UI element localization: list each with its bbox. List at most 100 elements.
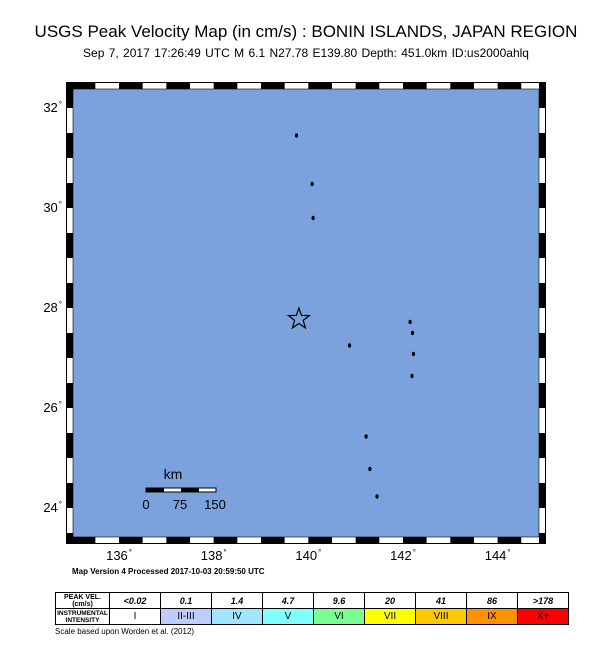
- longitude-label-text: 142: [390, 548, 412, 563]
- border-tick-segment: [426, 83, 451, 89]
- intensity-header-line1: INSTRUMENTAL: [57, 609, 108, 617]
- border-tick-segment: [67, 133, 73, 158]
- border-tick-segment: [67, 208, 73, 233]
- border-tick-segment: [539, 258, 545, 283]
- border-tick-segment: [67, 258, 73, 283]
- island: [364, 434, 368, 439]
- peak-velocity-value: <0.02: [109, 592, 161, 609]
- border-tick-segment: [119, 83, 143, 89]
- border-tick-segment: [261, 83, 285, 89]
- longitude-label-text: 140: [295, 548, 318, 563]
- scale-bar-label-150: 150: [204, 497, 226, 512]
- border-tick-segment: [166, 83, 191, 89]
- border-tick-segment: [379, 537, 404, 543]
- island: [347, 343, 352, 348]
- border-tick-segment: [67, 333, 73, 358]
- event-details: Sep 7, 2017 17:26:49 UTC M 6.1 N27.78 E1…: [83, 46, 529, 60]
- border-tick-segment: [308, 537, 333, 543]
- intensity-cell: IV: [211, 608, 263, 625]
- peak-velocity-value: 41: [415, 592, 467, 609]
- peak-velocity-value: 1.4: [211, 592, 263, 609]
- peak-velocity-value: 4.7: [262, 592, 314, 609]
- border-tick-segment: [190, 83, 214, 89]
- border-tick-segment: [332, 83, 356, 89]
- border-tick-segment: [539, 108, 545, 133]
- border-tick-segment: [190, 537, 214, 543]
- degree-symbol: °: [412, 548, 416, 557]
- border-tick-segment: [450, 83, 475, 89]
- latitude-label-text: 28: [43, 300, 58, 315]
- map-version-text: Map Version 4 Processed 2017-10-03 20:59…: [72, 567, 265, 576]
- border-tick-segment: [355, 537, 380, 543]
- peak-velocity-value: >178: [517, 592, 569, 609]
- longitude-label-text: 144: [484, 548, 507, 563]
- degree-symbol: °: [58, 300, 62, 309]
- map-border-ticks: [67, 83, 545, 543]
- intensity-cell: VIII: [415, 608, 467, 625]
- intensity-cell: IX: [466, 608, 518, 625]
- longitude-label-text: 138: [200, 548, 223, 563]
- longitude-label: 136°: [99, 548, 139, 563]
- border-tick-segment: [284, 83, 309, 89]
- intensity-row: INSTRUMENTAL INTENSITY I II-III IV V VI VII VI…: [55, 608, 569, 625]
- scale-bar: km 0 75 150: [142, 466, 225, 512]
- latitude-label-text: 32: [43, 100, 58, 115]
- border-tick-segment: [426, 537, 451, 543]
- latitude-label: 26°: [34, 400, 62, 415]
- border-tick-segment: [67, 483, 73, 508]
- latitude-label: 32°: [34, 100, 62, 115]
- border-tick-segment: [67, 158, 73, 183]
- border-tick-segment: [539, 233, 545, 258]
- border-tick-segment: [355, 83, 380, 89]
- border-tick-segment: [497, 537, 522, 543]
- longitude-label: 144°: [478, 548, 518, 563]
- border-tick-segment: [521, 83, 545, 89]
- border-tick-segment: [497, 83, 522, 89]
- map-panel[interactable]: km 0 75 150: [66, 82, 546, 544]
- border-tick-segment: [539, 83, 545, 108]
- island-group: [294, 133, 416, 499]
- degree-symbol: °: [58, 100, 62, 109]
- degree-symbol: °: [58, 400, 62, 409]
- border-tick-segment: [237, 83, 262, 89]
- intensity-header: INSTRUMENTAL INTENSITY: [55, 608, 110, 625]
- map-inner-frame: [72, 88, 540, 538]
- border-tick-segment: [284, 537, 309, 543]
- border-tick-segment: [67, 233, 73, 258]
- border-tick-segment: [539, 208, 545, 233]
- border-tick-segment: [261, 537, 285, 543]
- border-tick-segment: [67, 433, 73, 458]
- border-tick-segment: [539, 433, 545, 458]
- scale-bar-unit: km: [164, 466, 183, 482]
- island: [410, 330, 415, 336]
- scale-bar-label-0: 0: [142, 497, 149, 512]
- map-canvas[interactable]: km 0 75 150: [67, 83, 545, 543]
- latitude-label: 30°: [34, 200, 62, 215]
- border-tick-segment: [474, 83, 498, 89]
- longitude-label: 142°: [383, 548, 423, 563]
- peak-velocity-header: PEAK VEL.(cm/s): [55, 592, 110, 609]
- border-tick-segment: [67, 533, 73, 543]
- border-tick-segment: [539, 133, 545, 158]
- epicenter-star-icon[interactable]: [286, 306, 312, 330]
- latitude-label-text: 26: [43, 400, 58, 415]
- ocean-area: [67, 83, 545, 543]
- footnote: Scale based upon Worden et al. (2012): [55, 627, 195, 636]
- border-tick-segment: [308, 83, 333, 89]
- border-tick-segment: [119, 537, 143, 543]
- peak-velocity-value: 86: [466, 592, 518, 609]
- island: [408, 319, 412, 325]
- border-tick-segment: [539, 458, 545, 483]
- degree-symbol: °: [223, 548, 227, 557]
- border-tick-segment: [539, 483, 545, 508]
- intensity-header-line2: INTENSITY: [65, 616, 100, 624]
- border-tick-segment: [521, 537, 545, 543]
- border-tick-segment: [539, 158, 545, 183]
- border-tick-segment: [474, 537, 498, 543]
- scale-bar-label-75: 75: [173, 497, 187, 512]
- border-tick-segment: [539, 408, 545, 433]
- border-tick-segment: [332, 537, 356, 543]
- border-tick-segment: [539, 358, 545, 383]
- island: [310, 181, 314, 187]
- border-tick-segment: [213, 537, 238, 543]
